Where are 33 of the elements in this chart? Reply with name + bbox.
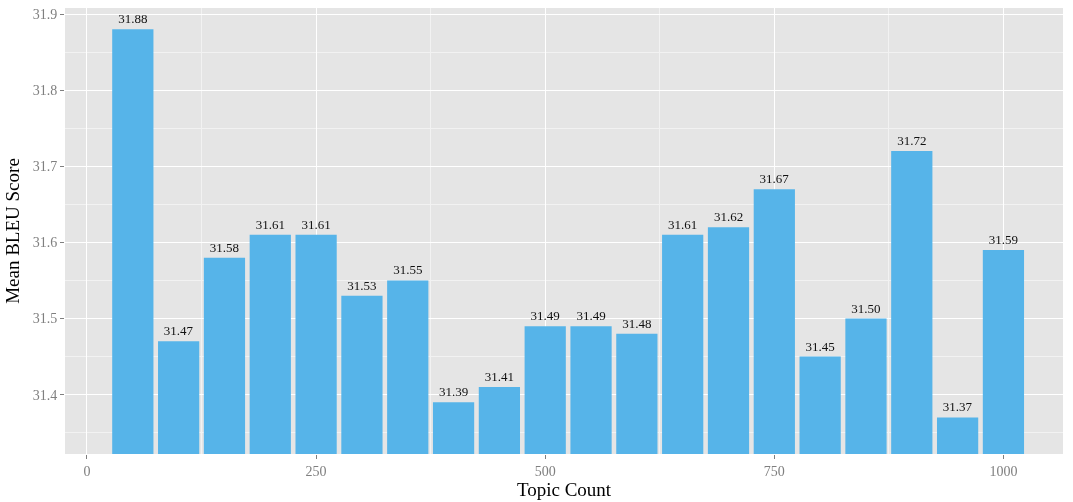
y-tick-label: 31.6 [32,235,58,251]
data-label: 31.50 [851,300,881,316]
data-label: 31.88 [118,11,148,27]
y-tick-label: 31.4 [32,387,58,403]
y-tick-label: 31.7 [32,159,58,175]
x-tick-label: 1000 [989,463,1018,479]
y-tick-label: 31.5 [32,311,58,327]
x-tick-label: 250 [305,463,327,479]
data-label: 31.72 [897,133,927,149]
data-label: 31.61 [301,216,331,232]
data-label: 31.67 [759,171,790,187]
x-axis-title: Topic Count [516,478,612,500]
data-label: 31.39 [438,384,469,400]
x-tick-label: 750 [763,463,785,479]
data-label: 31.47 [163,323,194,339]
y-axis-title: Mean BLEU Score [1,158,23,304]
x-tick-label: 500 [534,463,556,479]
data-label: 31.53 [347,277,377,293]
data-label: 31.48 [622,315,652,331]
data-label: 31.49 [530,308,560,324]
data-label: 31.45 [805,338,835,354]
data-label: 31.49 [576,308,606,324]
data-label: 31.41 [484,369,515,385]
x-tick-label: 0 [83,463,91,479]
data-label: 31.62 [713,209,744,225]
data-label: 31.58 [209,239,240,255]
data-label: 31.61 [668,216,698,232]
data-label: 31.55 [393,262,423,278]
data-label: 31.61 [255,216,285,232]
y-tick-label: 31.9 [32,6,58,22]
y-tick-label: 31.8 [32,83,58,99]
data-label: 31.37 [942,399,973,415]
data-label: 31.59 [988,232,1019,248]
